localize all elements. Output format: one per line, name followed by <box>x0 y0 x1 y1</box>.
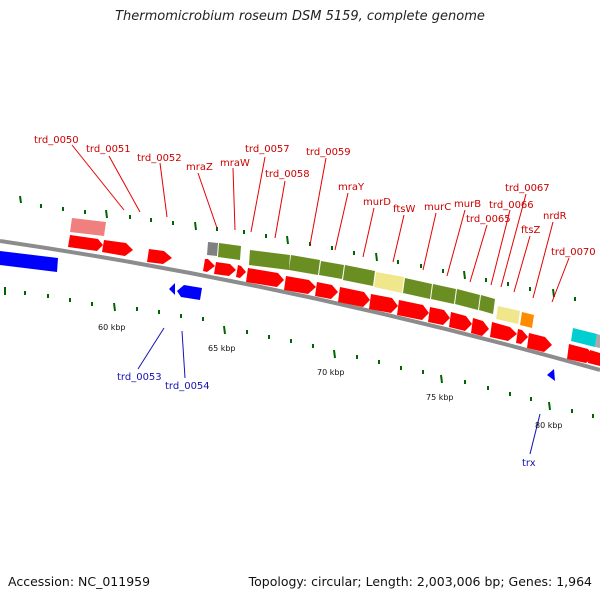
gene-label[interactable]: ftsW <box>393 204 415 215</box>
gene-label[interactable]: trd_0058 <box>265 169 310 180</box>
cds-arrow-murb <box>428 307 450 325</box>
cds-arrow-mraw <box>214 262 236 276</box>
cog-bar-ftsw <box>403 278 432 299</box>
cds-arrow-edge <box>588 350 600 366</box>
cds-arrow-murc <box>397 300 429 320</box>
cog-bar-murd <box>374 272 404 293</box>
cds-forward-track <box>68 235 600 366</box>
cog-bar-trd-0070 <box>595 334 600 348</box>
cds-arrow-trd-0051 <box>102 240 133 256</box>
cog-bar-trd-0067 <box>520 312 534 328</box>
gene-label[interactable]: murD <box>363 197 391 208</box>
label-leader-lines <box>71 144 570 455</box>
cog-bar-trd-0066 <box>496 306 520 324</box>
genome-stats-text: Topology: circular; Length: 2,003,006 bp… <box>248 574 592 589</box>
cds-arrow-trd-0070 <box>567 344 594 363</box>
cds-arrow-nrdr <box>527 333 552 352</box>
gene-label[interactable]: murB <box>454 199 481 210</box>
gene-label[interactable]: trx <box>522 458 536 469</box>
cog-bar-murc <box>431 284 456 304</box>
gene-label[interactable]: nrdR <box>543 211 567 222</box>
cds-arrow-ftsw <box>369 294 398 313</box>
gene-label[interactable]: trd_0059 <box>306 147 351 158</box>
cog-bar-mraw <box>218 243 241 260</box>
gene-label[interactable]: trd_0051 <box>86 144 131 155</box>
gene-label[interactable]: mraZ <box>186 162 213 173</box>
gene-label[interactable]: mraW <box>220 158 250 169</box>
map-title: Thermomicrobium roseum DSM 5159, complet… <box>115 9 485 24</box>
cds-arrow-mraz <box>203 259 215 272</box>
cds-arrow-murd <box>338 287 370 307</box>
gene-label[interactable]: trd_0066 <box>489 200 534 211</box>
accession-text: Accession: NC_011959 <box>8 574 151 589</box>
cds-arrow-trd-0054 <box>177 285 202 300</box>
cog-bar-mraz <box>207 242 218 256</box>
cog-bar-murb <box>455 289 480 310</box>
gene-label[interactable]: trd_0057 <box>245 144 290 155</box>
cds-arrow-trd-0067 <box>490 322 517 341</box>
cds-arrow-trd-0066 <box>471 318 489 336</box>
gene-label[interactable]: mraY <box>338 182 365 193</box>
gene-label[interactable]: murC <box>424 202 451 213</box>
gene-label[interactable]: ftsZ <box>521 225 540 236</box>
cog-bar-trd-0065 <box>479 295 495 314</box>
cds-arrow-trd-0059 <box>284 276 316 294</box>
cog-bar-mray <box>343 265 375 286</box>
cds-arrow-ftsz <box>516 329 528 344</box>
position-ticks <box>4 195 594 418</box>
gene-label[interactable]: trd_0070 <box>551 247 596 258</box>
gene-labels: trd_0050 trd_0051 trd_0052 mraZ mraW trd… <box>34 135 596 469</box>
tick-label: 60 kbp <box>98 323 126 332</box>
gene-label[interactable]: trd_0052 <box>137 153 182 164</box>
cds-arrow-trx <box>547 369 555 381</box>
cds-reverse-track <box>0 251 555 381</box>
tick-label: 65 kbp <box>208 344 236 353</box>
tick-label: 70 kbp <box>317 368 345 377</box>
cds-arrow-trd-0057 <box>236 265 246 278</box>
cog-track <box>70 218 600 348</box>
cds-arrow-trd-0065 <box>449 312 472 331</box>
cog-bar-trd-0057 <box>249 250 290 270</box>
tick-label: 80 kbp <box>535 421 563 430</box>
genome-backbone <box>0 239 600 372</box>
cds-arrow-trd-0050 <box>68 235 103 251</box>
cds-arrow-trd-0052 <box>147 249 172 264</box>
gene-label[interactable]: trd_0053 <box>117 372 162 383</box>
cds-reverse-left-edge <box>0 251 58 272</box>
cog-bar-trd-0050 <box>70 218 106 236</box>
cds-arrow-trd-0053 <box>169 283 175 295</box>
gene-label[interactable]: trd_0054 <box>165 381 210 392</box>
gene-label[interactable]: trd_0065 <box>466 214 511 225</box>
gene-label[interactable]: trd_0050 <box>34 135 79 146</box>
cds-arrow-trd-0058 <box>246 268 284 287</box>
cog-bar-trd-0059 <box>319 261 344 279</box>
gene-label[interactable]: trd_0067 <box>505 183 550 194</box>
cds-arrow-mray <box>315 282 338 299</box>
cog-bar-nrdr <box>571 328 597 347</box>
tick-label: 75 kbp <box>426 393 454 402</box>
position-tick-labels: 60 kbp 65 kbp 70 kbp 75 kbp 80 kbp <box>98 323 563 430</box>
cog-bar-trd-0058 <box>289 255 320 275</box>
